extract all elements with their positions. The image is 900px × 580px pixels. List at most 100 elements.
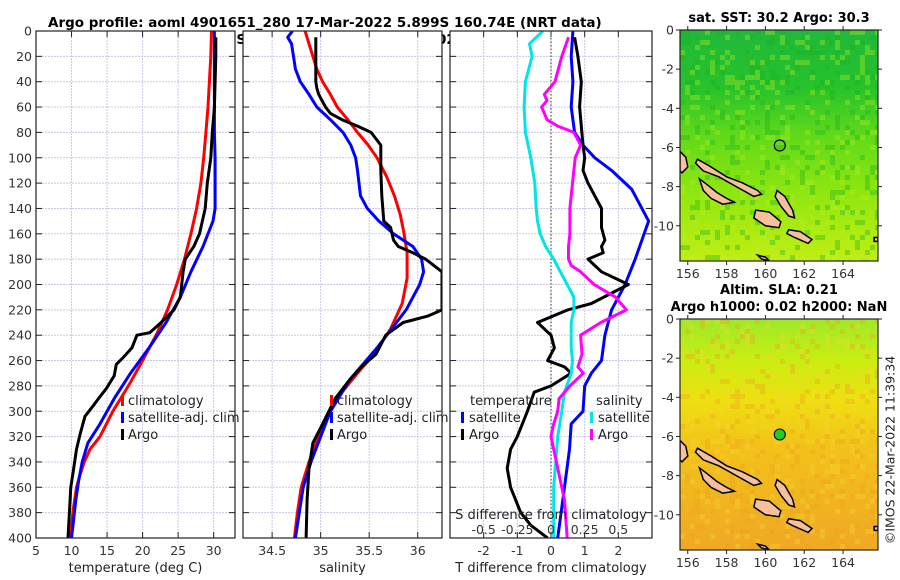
map-cell <box>855 220 860 225</box>
map-cell <box>780 250 785 255</box>
x2-tick-label: 0.5 <box>608 522 628 537</box>
map-cell <box>735 494 740 499</box>
map-cell <box>830 324 835 329</box>
map-cell <box>870 519 875 524</box>
map-cell <box>775 454 780 459</box>
map-cell <box>820 160 825 165</box>
map-cell <box>745 509 750 514</box>
map-cell <box>825 499 830 504</box>
map-cell <box>815 220 820 225</box>
map-cell <box>875 170 878 175</box>
map-cell <box>700 195 705 200</box>
map-cell <box>840 499 845 504</box>
map-cell <box>705 235 710 240</box>
map-cell <box>785 125 790 130</box>
map-cell <box>725 544 730 549</box>
map-cell <box>800 150 805 155</box>
map-cell <box>825 344 830 349</box>
map-cell <box>805 45 810 50</box>
map-cell <box>680 474 685 479</box>
island <box>680 439 689 463</box>
map-cell <box>860 489 865 494</box>
map-cell <box>845 130 850 135</box>
map-cell <box>725 319 730 324</box>
island <box>694 158 763 198</box>
map-cell <box>685 135 690 140</box>
map-cell <box>740 334 745 339</box>
map-cell <box>840 339 845 344</box>
map-cell <box>765 85 770 90</box>
map-cell <box>705 494 710 499</box>
map-cell <box>680 339 685 344</box>
map-cell <box>700 394 705 399</box>
map-cell <box>855 90 860 95</box>
map-cell <box>760 190 765 195</box>
map-cell <box>825 424 830 429</box>
map-cell <box>750 469 755 474</box>
map-cell <box>715 499 720 504</box>
map-cell <box>690 424 695 429</box>
map-cell <box>730 524 735 529</box>
y-tick-label: 280 <box>8 378 32 393</box>
map-cell <box>805 165 810 170</box>
map-cell <box>795 160 800 165</box>
map-cell <box>705 245 710 250</box>
map-cell <box>700 354 705 359</box>
map-cell <box>835 319 840 324</box>
map-cell <box>755 30 760 35</box>
legend-label: Argo <box>469 428 499 443</box>
map-cell <box>865 50 870 55</box>
map-cell <box>705 140 710 145</box>
map-cell <box>820 250 825 255</box>
map-cell <box>695 504 700 509</box>
map-cell <box>720 115 725 120</box>
map-cell <box>800 225 805 230</box>
map-cell <box>785 419 790 424</box>
map-cell <box>725 424 730 429</box>
map-cell <box>725 329 730 334</box>
map-cell <box>740 110 745 115</box>
map-cell <box>760 80 765 85</box>
map-cell <box>860 120 865 125</box>
map-cell <box>780 115 785 120</box>
map-cell <box>690 215 695 220</box>
map-cell <box>825 110 830 115</box>
map-cell <box>795 539 800 544</box>
map-cell <box>870 364 875 369</box>
map-cell <box>730 394 735 399</box>
map-cell <box>875 484 878 489</box>
map-cell <box>875 424 878 429</box>
map-cell <box>700 324 705 329</box>
y-tick-label: 0 <box>666 23 674 38</box>
map-cell <box>835 240 840 245</box>
map-cell <box>760 389 765 394</box>
map-cell <box>755 135 760 140</box>
map-cell <box>765 40 770 45</box>
map-cell <box>805 105 810 110</box>
x-tick-label: 162 <box>792 555 816 570</box>
map-cell <box>765 414 770 419</box>
map-cell <box>785 454 790 459</box>
map-cell <box>700 55 705 60</box>
map-cell <box>770 374 775 379</box>
map-cell <box>785 55 790 60</box>
map-cell <box>835 469 840 474</box>
map-cell <box>775 439 780 444</box>
map-cell <box>795 245 800 250</box>
map-cell <box>720 30 725 35</box>
y-tick-label: -6 <box>662 429 675 444</box>
map-cell <box>780 394 785 399</box>
island <box>873 236 878 243</box>
map-cell <box>825 469 830 474</box>
legend-swatch <box>121 412 124 423</box>
map-cell <box>860 424 865 429</box>
map-cell <box>840 539 845 544</box>
x-tick-label: 164 <box>831 266 855 281</box>
map-cell <box>785 534 790 539</box>
map-cell <box>845 175 850 180</box>
x-tick-label: 15 <box>99 543 115 558</box>
map-cell <box>800 175 805 180</box>
map-cell <box>805 50 810 55</box>
map-cell <box>760 240 765 245</box>
map-cell <box>680 534 685 539</box>
